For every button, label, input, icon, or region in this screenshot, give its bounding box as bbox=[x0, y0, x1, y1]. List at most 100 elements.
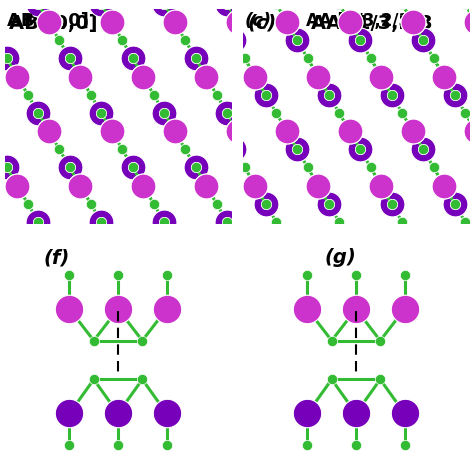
Point bbox=[346, 237, 354, 244]
Point bbox=[419, 36, 427, 44]
Point bbox=[223, 218, 231, 226]
Point bbox=[24, 91, 32, 99]
Text: AB [0,0]: AB [0,0] bbox=[7, 11, 89, 29]
Point bbox=[419, 36, 427, 44]
Point bbox=[356, 146, 364, 153]
Point bbox=[192, 55, 200, 62]
Point bbox=[234, 18, 241, 26]
Point bbox=[139, 182, 147, 190]
Point bbox=[87, 200, 94, 208]
Point bbox=[304, 164, 311, 171]
Point bbox=[283, 18, 291, 26]
Point bbox=[293, 36, 301, 44]
Point bbox=[45, 128, 53, 135]
Point bbox=[314, 73, 322, 81]
Point bbox=[356, 36, 364, 44]
Point bbox=[45, 128, 53, 135]
Point bbox=[192, 164, 200, 171]
Point bbox=[163, 305, 170, 313]
Point bbox=[35, 0, 42, 8]
Point bbox=[55, 146, 63, 153]
Point bbox=[220, 237, 228, 244]
Point bbox=[352, 410, 360, 417]
Point bbox=[114, 271, 122, 279]
Point bbox=[440, 182, 448, 190]
Point bbox=[45, 237, 53, 244]
Point bbox=[55, 146, 63, 153]
Point bbox=[244, 36, 252, 44]
Point bbox=[244, 146, 252, 153]
Point bbox=[160, 0, 168, 8]
Point bbox=[367, 164, 374, 171]
Point bbox=[98, 109, 105, 117]
Point bbox=[213, 200, 220, 208]
Point bbox=[66, 164, 73, 171]
Point bbox=[139, 182, 147, 190]
Point bbox=[35, 218, 42, 226]
Point bbox=[430, 55, 438, 62]
Point bbox=[118, 36, 126, 44]
Point bbox=[108, 18, 116, 26]
Point bbox=[283, 128, 291, 135]
Point bbox=[139, 182, 147, 190]
Point bbox=[376, 376, 384, 383]
Point bbox=[262, 200, 270, 208]
Point bbox=[293, 36, 301, 44]
Point bbox=[223, 0, 231, 8]
Point bbox=[409, 128, 416, 135]
Point bbox=[182, 36, 189, 44]
Point bbox=[419, 146, 427, 153]
Point bbox=[252, 182, 259, 190]
Point bbox=[55, 36, 63, 44]
Text: AB [0,0]: AB [0,0] bbox=[9, 14, 98, 33]
Point bbox=[273, 218, 280, 226]
Point bbox=[14, 182, 21, 190]
Point bbox=[192, 55, 200, 62]
Point bbox=[352, 441, 360, 449]
Point bbox=[314, 182, 322, 190]
Point bbox=[182, 146, 189, 153]
Point bbox=[336, 218, 343, 226]
Point bbox=[55, 36, 63, 44]
Point bbox=[262, 91, 270, 99]
Point bbox=[150, 200, 157, 208]
Point bbox=[376, 337, 384, 345]
Point bbox=[262, 91, 270, 99]
Point bbox=[160, 218, 168, 226]
Point bbox=[3, 164, 10, 171]
Point bbox=[367, 55, 374, 62]
Point bbox=[472, 128, 474, 135]
Point bbox=[3, 164, 10, 171]
Point bbox=[35, 0, 42, 8]
Point bbox=[87, 91, 94, 99]
Point bbox=[304, 164, 311, 171]
Point bbox=[377, 73, 385, 81]
Point bbox=[293, 146, 301, 153]
Point bbox=[150, 91, 157, 99]
Point bbox=[304, 441, 311, 449]
Point bbox=[76, 73, 84, 81]
Point bbox=[55, 146, 63, 153]
Point bbox=[129, 55, 137, 62]
Point bbox=[398, 109, 406, 117]
Point bbox=[356, 146, 364, 153]
Point bbox=[273, 218, 280, 226]
Point bbox=[356, 146, 364, 153]
Point bbox=[325, 91, 332, 99]
Point bbox=[213, 91, 220, 99]
Point bbox=[182, 36, 189, 44]
Point bbox=[108, 237, 116, 244]
Point bbox=[66, 55, 73, 62]
Point bbox=[304, 164, 311, 171]
Point bbox=[223, 218, 231, 226]
Point bbox=[171, 128, 179, 135]
Point bbox=[3, 164, 10, 171]
Point bbox=[35, 109, 42, 117]
Point bbox=[87, 91, 94, 99]
Point bbox=[273, 218, 280, 226]
Point bbox=[304, 55, 311, 62]
Point bbox=[451, 91, 458, 99]
Point bbox=[202, 73, 210, 81]
Point bbox=[325, 91, 332, 99]
Point bbox=[160, 218, 168, 226]
